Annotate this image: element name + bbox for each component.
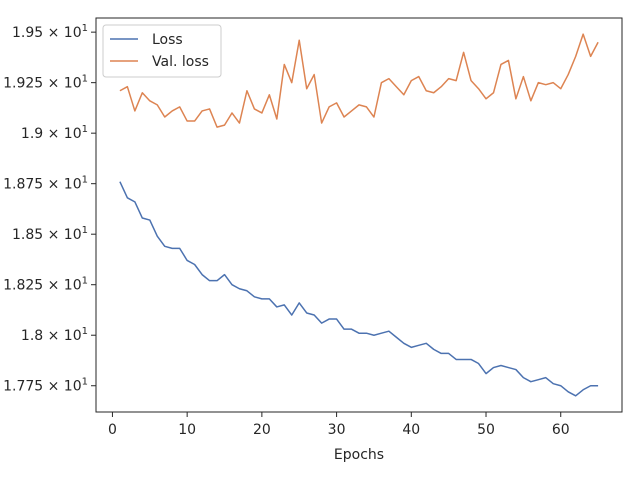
y-tick-label: 1.825 × 101	[3, 276, 88, 294]
x-axis-label: Epochs	[334, 447, 384, 463]
x-tick-label: 60	[552, 422, 570, 438]
y-tick-label: 1.875 × 101	[3, 175, 88, 193]
legend: Loss Val. loss	[102, 24, 222, 78]
legend-box	[102, 24, 222, 78]
y-tick-label: 1.85 × 101	[12, 225, 88, 243]
plot-background	[96, 18, 622, 412]
legend-label-val-loss: Val. loss	[152, 54, 209, 70]
y-tick-label: 1.8 × 101	[21, 326, 88, 344]
x-tick-label: 0	[108, 422, 117, 438]
x-tick-label: 50	[477, 422, 495, 438]
series-line-val-loss	[119, 33, 599, 128]
x-tick-label: 20	[253, 422, 271, 438]
plot-frame	[95, 17, 623, 413]
y-tick-label: 1.925 × 101	[3, 74, 88, 92]
x-tick-label: 10	[178, 422, 196, 438]
legend-label-loss: Loss	[152, 32, 183, 48]
x-tick-label: 30	[328, 422, 346, 438]
series-line-loss	[119, 181, 599, 397]
x-tick-label: 40	[402, 422, 420, 438]
y-tick-label: 1.775 × 101	[3, 377, 88, 395]
y-tick-label: 1.95 × 101	[12, 23, 88, 41]
y-tick-label: 1.9 × 101	[21, 124, 88, 142]
series-layer	[119, 33, 599, 397]
y-axis-ticks: 1.775 × 101 1.8 × 101 1.825 × 101 1.85 × 10…	[3, 23, 96, 395]
x-axis-ticks: 0 10 20 30 40 50 60	[108, 412, 570, 438]
